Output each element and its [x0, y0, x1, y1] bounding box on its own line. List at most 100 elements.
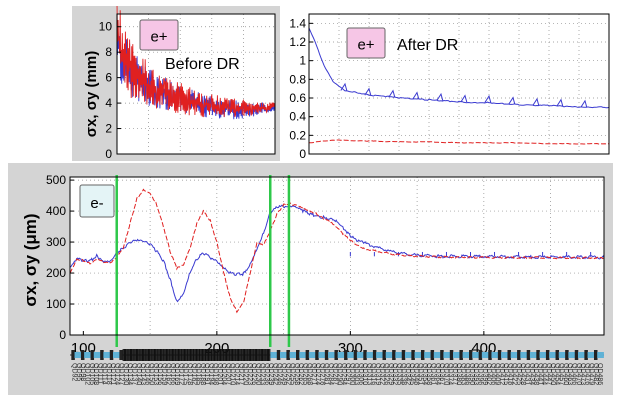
beamline-element	[549, 352, 553, 358]
beamline-element	[565, 350, 569, 360]
y-tick-label: 0.2	[289, 128, 306, 142]
badge-eplus-after-box	[346, 27, 386, 59]
beamline-element	[229, 349, 231, 361]
beamline-element	[233, 349, 235, 361]
series-line	[69, 204, 605, 303]
beamline-element	[216, 349, 218, 361]
beamline-element	[593, 350, 598, 360]
beamline-element	[150, 349, 152, 361]
beamline-element	[497, 350, 502, 360]
after-dr-label: After DR	[397, 37, 458, 54]
beamline-element	[185, 349, 187, 361]
beamline-element	[443, 352, 447, 358]
element-label: QD425	[515, 363, 522, 385]
element-label: QD438	[532, 363, 539, 385]
beamline-element	[80, 350, 85, 360]
element-label: QD319	[374, 363, 381, 385]
element-label: QD268	[306, 363, 313, 385]
beamline-element	[494, 352, 499, 358]
beamline-element	[149, 349, 151, 361]
beamline-element	[539, 352, 544, 358]
badge-eminus-text: e-	[90, 195, 103, 212]
element-label: QD111	[96, 363, 103, 384]
element-label: QD364	[434, 363, 441, 385]
element-label: QD143	[139, 363, 146, 385]
element-label: QD396	[477, 363, 484, 385]
beamline-element	[139, 349, 141, 361]
oscillation-peak	[580, 99, 588, 108]
beamline-element	[138, 349, 140, 361]
beamline-element	[533, 352, 537, 358]
chart-eminus-panel: 0 100 200 300 400 500 σx, σy (μm) e- 100 200 300 40…	[8, 163, 613, 395]
beamline-element	[465, 352, 470, 358]
beamline-element	[179, 349, 181, 361]
beamline-element	[152, 349, 154, 361]
grid	[117, 14, 275, 155]
beamline-element	[424, 352, 428, 358]
element-label: QD284	[327, 363, 334, 385]
beamline-element	[328, 352, 332, 358]
beamline-element	[299, 352, 303, 358]
beamline-element	[481, 352, 486, 358]
beamline-element	[302, 352, 306, 358]
beamline-element	[187, 349, 189, 361]
element-label: QD220	[242, 363, 249, 385]
beamline-element	[369, 352, 374, 358]
element-label: QD204	[220, 363, 227, 385]
beamline-element	[459, 350, 463, 360]
beamline-element	[536, 350, 540, 360]
y-tick-label: 2	[105, 122, 112, 136]
series-line	[308, 139, 610, 145]
beamline-element	[321, 352, 326, 358]
beamline-element	[235, 349, 237, 361]
beamline-element	[478, 350, 483, 360]
element-label: QD198	[212, 363, 219, 385]
element-label: QD236	[263, 363, 270, 385]
badge-eminus-box	[79, 184, 115, 218]
beamline-element	[191, 349, 193, 361]
series-σx	[69, 204, 605, 303]
beamline-element	[173, 349, 175, 361]
beamline-element	[84, 352, 88, 358]
element-label: QD393	[472, 363, 479, 385]
element-label: QD217	[237, 363, 244, 385]
chart-before-dr: 0 2 4 6 8 10 σx, σy (mm) e+ Before DR	[83, 6, 276, 161]
element-label: QD95	[75, 363, 82, 381]
element-label: QD255	[289, 363, 296, 385]
beamline-element	[245, 349, 247, 361]
beamline-element	[504, 352, 508, 358]
element-label: QD153	[152, 363, 159, 385]
element-label: QD460	[562, 363, 569, 385]
beamline-element	[157, 349, 159, 361]
beamline-element	[318, 352, 322, 358]
element-label: QD182	[190, 363, 197, 385]
element-label: QD233	[259, 363, 266, 385]
badge-eplus-before-text: e+	[150, 29, 167, 46]
beamline-element	[213, 349, 216, 361]
element-label: QD114	[101, 363, 108, 385]
element-label: QD194	[207, 363, 214, 385]
beamline-element	[363, 350, 367, 360]
badge-eplus-before-box	[139, 19, 179, 51]
element-label: QD476	[583, 363, 590, 385]
oscillation-peak	[556, 98, 564, 107]
element-label: QD354	[421, 363, 428, 385]
beamline-element	[183, 349, 186, 361]
beamline-element	[472, 352, 476, 358]
beamline-element	[242, 349, 244, 361]
beamline-element	[258, 349, 260, 361]
beamline-element	[180, 349, 182, 361]
series-line	[116, 6, 276, 118]
plot-frame	[69, 176, 605, 336]
element-label: QD127	[118, 363, 125, 385]
beamline-element	[571, 352, 576, 358]
beamline-element	[156, 349, 158, 361]
beamline-element	[449, 350, 454, 360]
beamline-element	[116, 352, 120, 358]
beamline-element	[366, 352, 371, 358]
beamline-element	[103, 352, 107, 358]
y-tick-label: 0.4	[289, 110, 306, 124]
beamline-element	[433, 352, 438, 358]
beamline-element	[261, 349, 264, 361]
beamline-element	[231, 349, 234, 361]
